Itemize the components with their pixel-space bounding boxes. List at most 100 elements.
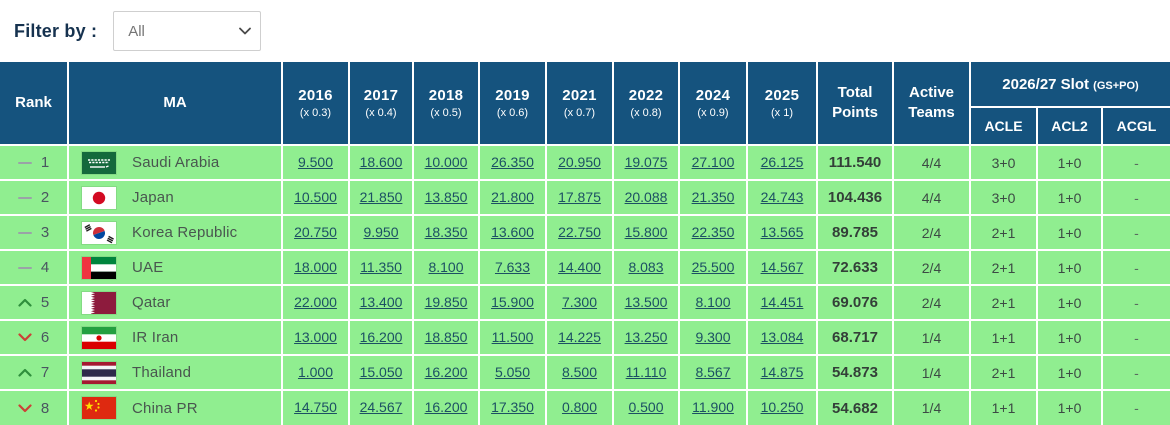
points-link[interactable]: 22.000	[294, 293, 337, 310]
points-link[interactable]: 8.083	[628, 258, 664, 275]
points-link[interactable]: 17.875	[558, 188, 601, 205]
points-cell: 16.200	[412, 389, 480, 425]
points-cell: 25.500	[678, 249, 748, 286]
points-link[interactable]: 16.200	[424, 399, 468, 415]
points-link[interactable]: 9.500	[297, 153, 334, 170]
points-link[interactable]: 0.800	[561, 399, 598, 415]
points-link[interactable]: 20.750	[294, 223, 337, 240]
points-link[interactable]: 0.500	[628, 399, 664, 415]
points-link[interactable]: 20.950	[558, 153, 601, 170]
points-link[interactable]: 11.110	[625, 363, 667, 380]
points-link[interactable]: 26.125	[760, 153, 804, 170]
country-name: Saudi Arabia	[132, 154, 220, 171]
points-link[interactable]: 13.565	[760, 223, 804, 240]
points-cell: 10.000	[412, 144, 480, 181]
slot-acle: 1+1	[969, 319, 1038, 356]
points-link[interactable]: 7.633	[494, 258, 531, 275]
points-cell: 22.000	[281, 284, 350, 321]
trend-up-icon	[18, 368, 32, 377]
points-link[interactable]: 15.050	[359, 363, 403, 380]
points-link[interactable]: 14.750	[294, 399, 337, 415]
points-link[interactable]: 9.950	[363, 223, 399, 240]
points-link[interactable]: 8.500	[561, 363, 598, 380]
points-link[interactable]: 10.500	[294, 188, 337, 205]
points-link[interactable]: 18.850	[424, 328, 468, 345]
slot-acle: 1+1	[969, 389, 1038, 425]
points-link[interactable]: 27.100	[691, 153, 735, 170]
points-link[interactable]: 21.350	[691, 188, 735, 205]
points-link[interactable]: 24.567	[359, 399, 403, 415]
points-cell: 9.300	[678, 319, 748, 356]
points-link[interactable]: 8.567	[695, 363, 731, 380]
rank-cell: 2	[0, 179, 69, 216]
flag-saudi-arabia-icon	[82, 151, 116, 174]
points-link[interactable]: 14.451	[760, 293, 804, 310]
points-link[interactable]: 16.200	[424, 363, 468, 380]
points-link[interactable]: 22.350	[691, 223, 735, 240]
points-cell: 9.950	[348, 214, 414, 251]
points-link[interactable]: 17.350	[491, 399, 534, 415]
points-cell: 13.400	[348, 284, 414, 321]
table-row: 1 Saudi Arabia 9.500 18.600 10.000 26.350 20.9…	[0, 144, 1170, 181]
points-link[interactable]: 15.800	[624, 223, 668, 240]
points-link[interactable]: 13.500	[624, 293, 668, 310]
points-link[interactable]: 19.850	[424, 293, 468, 310]
slot-acgl: -	[1101, 144, 1170, 181]
active-teams: 1/4	[892, 319, 971, 356]
points-link[interactable]: 8.100	[695, 293, 731, 310]
points-link[interactable]: 14.400	[558, 258, 601, 275]
trend-same-icon	[17, 231, 32, 235]
points-link[interactable]: 11.900	[692, 399, 734, 415]
points-link[interactable]: 13.850	[424, 188, 468, 205]
points-link[interactable]: 22.750	[558, 223, 601, 240]
points-cell: 9.500	[281, 144, 350, 181]
points-link[interactable]: 7.300	[561, 293, 598, 310]
trend-down-icon	[18, 333, 32, 342]
points-link[interactable]: 21.800	[491, 188, 534, 205]
points-link[interactable]: 1.000	[297, 363, 334, 380]
total-points: 89.785	[816, 214, 894, 251]
points-link[interactable]: 25.500	[691, 258, 735, 275]
points-link[interactable]: 9.300	[695, 328, 731, 345]
points-link[interactable]: 13.084	[760, 328, 804, 345]
points-cell: 14.875	[746, 354, 818, 391]
points-link[interactable]: 20.088	[624, 188, 668, 205]
table-row: 8 China PR 14.750 24.567 16.200 17.350 0.800 0.…	[0, 389, 1170, 425]
filter-select[interactable]: All	[113, 11, 262, 51]
points-link[interactable]: 11.500	[491, 328, 534, 345]
country-name: Japan	[132, 189, 174, 206]
points-link[interactable]: 24.743	[760, 188, 804, 205]
points-link[interactable]: 13.400	[359, 293, 403, 310]
points-link[interactable]: 5.050	[494, 363, 531, 380]
country-cell: IR Iran	[67, 319, 283, 356]
points-link[interactable]: 18.600	[359, 153, 403, 170]
header-year-2024: 2024 (x 0.9)	[678, 61, 748, 146]
header-slot: 2026/27 Slot (GS+PO)	[969, 61, 1170, 108]
points-cell: 24.743	[746, 179, 818, 216]
points-link[interactable]: 10.250	[760, 399, 804, 415]
points-link[interactable]: 14.875	[760, 363, 804, 380]
table-row: 2 Japan 10.500 21.850 13.850 21.800 17.875 20.0…	[0, 179, 1170, 216]
points-link[interactable]: 13.600	[491, 223, 534, 240]
points-link[interactable]: 26.350	[491, 153, 534, 170]
points-cell: 8.083	[612, 249, 680, 286]
points-link[interactable]: 19.075	[624, 153, 668, 170]
points-cell: 19.075	[612, 144, 680, 181]
points-link[interactable]: 18.000	[294, 258, 337, 275]
points-link[interactable]: 18.350	[424, 223, 468, 240]
rank-cell: 3	[0, 214, 69, 251]
points-link[interactable]: 15.900	[491, 293, 534, 310]
points-cell: 21.800	[478, 179, 547, 216]
points-link[interactable]: 13.250	[624, 328, 668, 345]
points-link[interactable]: 16.200	[359, 328, 403, 345]
slot-acgl: -	[1101, 284, 1170, 321]
points-link[interactable]: 10.000	[424, 153, 468, 170]
rank-cell: 5	[0, 284, 69, 321]
points-link[interactable]: 13.000	[294, 328, 337, 345]
points-link[interactable]: 14.225	[558, 328, 601, 345]
points-link[interactable]: 14.567	[760, 258, 804, 275]
points-link[interactable]: 21.850	[359, 188, 403, 205]
points-link[interactable]: 11.350	[360, 258, 402, 275]
points-link[interactable]: 8.100	[428, 258, 464, 275]
country-cell: Saudi Arabia	[67, 144, 283, 181]
